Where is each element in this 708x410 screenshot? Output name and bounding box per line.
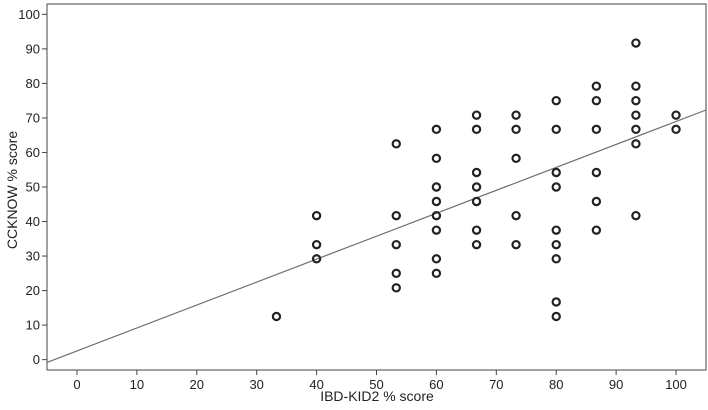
data-point — [631, 95, 641, 106]
data-point — [471, 110, 482, 120]
x-axis-title: IBD-KID2 % score — [320, 388, 434, 404]
data-point — [471, 239, 482, 250]
x-tick-label: 70 — [489, 377, 503, 392]
y-tick-label: 20 — [26, 283, 40, 298]
data-point — [591, 81, 602, 91]
data-point — [311, 239, 322, 250]
data-point — [471, 167, 482, 178]
data-point — [631, 210, 641, 221]
data-point — [511, 210, 521, 221]
y-tick-label: 40 — [26, 214, 40, 229]
data-point — [471, 196, 482, 207]
plot-frame — [46, 3, 707, 371]
data-point — [311, 254, 322, 264]
fit-line — [46, 109, 707, 363]
data-point — [391, 268, 401, 279]
data-point — [431, 196, 442, 207]
data-point — [671, 124, 681, 135]
data-points — [271, 38, 681, 322]
data-point — [631, 81, 641, 91]
y-tick-label: 50 — [26, 180, 40, 195]
x-tick-label: 90 — [609, 377, 623, 392]
data-point — [471, 225, 482, 235]
data-point — [631, 110, 641, 120]
x-tick-label: 100 — [665, 377, 687, 392]
data-point — [431, 210, 442, 221]
data-point — [431, 182, 442, 192]
data-point — [471, 124, 482, 135]
y-tick-label: 0 — [33, 352, 40, 367]
y-tick-label: 30 — [26, 249, 40, 264]
fit-line-group — [46, 109, 707, 363]
y-tick-label: 80 — [26, 76, 40, 91]
x-tick-label: 20 — [190, 377, 204, 392]
y-axis-ticks: 0 10 20 30 40 50 60 70 80 90 100 — [18, 7, 47, 367]
data-point — [431, 124, 442, 135]
data-point — [591, 196, 602, 207]
y-tick-label: 100 — [18, 7, 40, 22]
data-point — [551, 311, 561, 322]
data-point — [391, 239, 401, 250]
data-point — [591, 225, 602, 235]
data-point — [391, 210, 401, 221]
data-point — [311, 210, 322, 221]
x-tick-label: 40 — [309, 377, 323, 392]
x-tick-label: 30 — [249, 377, 263, 392]
data-point — [431, 225, 442, 235]
data-point — [471, 182, 482, 192]
x-tick-label: 60 — [429, 377, 443, 392]
data-point — [551, 225, 561, 235]
data-point — [551, 297, 561, 307]
data-point — [551, 95, 561, 106]
x-tick-label: 50 — [369, 377, 383, 392]
data-point — [551, 254, 561, 264]
y-tick-label: 60 — [26, 145, 40, 160]
data-point — [431, 153, 442, 164]
data-point — [551, 239, 561, 250]
data-point — [271, 311, 282, 322]
data-point — [631, 38, 641, 48]
data-point — [511, 153, 521, 164]
data-point — [391, 283, 401, 293]
y-tick-label: 90 — [26, 41, 40, 56]
x-tick-label: 80 — [549, 377, 563, 392]
x-tick-label: 0 — [73, 377, 80, 392]
plot-area — [46, 3, 707, 371]
data-point — [671, 110, 681, 120]
data-point — [511, 124, 521, 135]
data-point — [551, 182, 561, 192]
y-tick-label: 70 — [26, 110, 40, 125]
data-point — [431, 268, 442, 279]
data-point — [631, 139, 641, 149]
x-axis-ticks: 0 10 20 30 40 50 60 70 80 90 100 — [73, 370, 687, 392]
data-point — [591, 124, 602, 135]
data-point — [591, 95, 602, 106]
data-point — [511, 110, 521, 120]
data-point — [431, 254, 442, 264]
data-point — [551, 167, 561, 178]
data-point — [511, 239, 521, 250]
data-point — [631, 124, 641, 135]
data-point — [591, 167, 602, 178]
y-tick-label: 10 — [26, 318, 40, 333]
data-point — [551, 124, 561, 135]
x-tick-label: 10 — [130, 377, 144, 392]
data-point — [391, 139, 401, 149]
y-axis-title: CCKNOW % score — [4, 131, 20, 249]
